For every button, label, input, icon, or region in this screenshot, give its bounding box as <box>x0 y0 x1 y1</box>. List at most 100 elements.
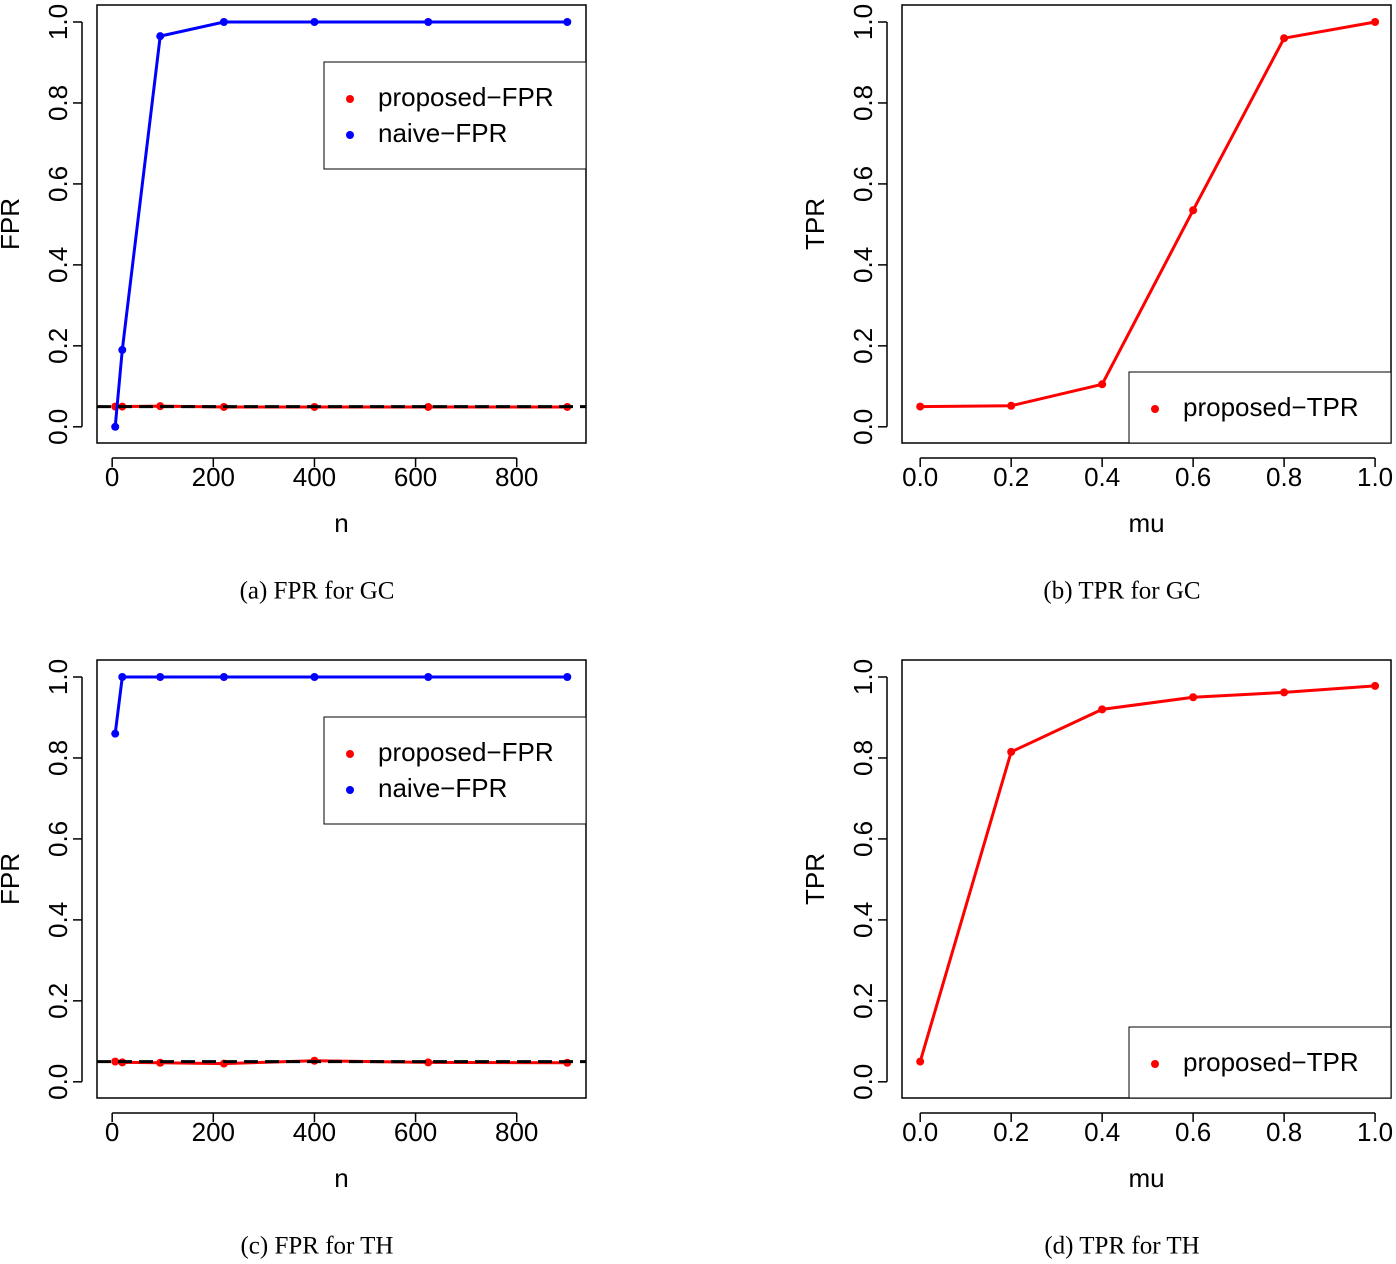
x-tick-label: 0.8 <box>1266 462 1302 492</box>
y-tick-label: 0.6 <box>848 821 878 857</box>
point <box>111 1057 120 1066</box>
caption: (a) FPR for GC <box>240 578 395 605</box>
point <box>219 673 228 682</box>
series-line <box>918 684 1376 1062</box>
panel: 0 200 400 600 800 0.0 0.2 0.4 0.6 0.8 1.0 n FPR (c) F… <box>0 659 587 1260</box>
point <box>1189 693 1198 702</box>
y-tick-label: 0.0 <box>43 409 73 445</box>
y-axis-label: TPR <box>800 853 830 905</box>
plot-frame <box>96 4 587 444</box>
point <box>310 673 319 682</box>
point <box>563 673 572 682</box>
legend-box <box>1128 1026 1392 1099</box>
x-tick-label: 0.8 <box>1266 1117 1302 1147</box>
point <box>424 1058 433 1067</box>
point <box>1280 688 1289 697</box>
legend-marker <box>346 131 354 139</box>
legend-marker <box>346 750 354 758</box>
y-tick-label: 0.6 <box>43 821 73 857</box>
point <box>424 673 433 682</box>
x-tick-label: 1.0 <box>1357 1117 1393 1147</box>
legend-box <box>323 61 587 170</box>
x-tick-label: 0.4 <box>1084 462 1120 492</box>
legend-box <box>1128 371 1392 444</box>
point <box>424 402 433 411</box>
point <box>111 729 120 738</box>
x-tick-label: 0.6 <box>1175 1117 1211 1147</box>
x-tick-label: 0.2 <box>993 1117 1029 1147</box>
point <box>156 32 165 41</box>
caption: (c) FPR for TH <box>240 1233 393 1260</box>
point <box>1098 380 1107 389</box>
legend-marker <box>346 95 354 103</box>
point <box>424 18 433 27</box>
legend-label: proposed−TPR <box>1183 392 1359 422</box>
caption: (d) TPR for TH <box>1044 1233 1199 1260</box>
y-tick-label: 0.4 <box>43 902 73 938</box>
legend-label: proposed−FPR <box>378 737 554 767</box>
y-tick-label: 1.0 <box>848 4 878 40</box>
y-tick-label: 1.0 <box>43 4 73 40</box>
point <box>219 18 228 27</box>
y-tick-label: 0.4 <box>848 902 878 938</box>
x-axis-label: mu <box>1128 1163 1164 1193</box>
legend-label: proposed−TPR <box>1183 1047 1359 1077</box>
x-axis-label: n <box>334 1163 348 1193</box>
legend-label: naive−FPR <box>378 118 507 148</box>
legend-marker <box>1151 405 1159 413</box>
y-tick-label: 0.8 <box>848 85 878 121</box>
point <box>1098 705 1107 714</box>
y-tick-label: 0.8 <box>43 740 73 776</box>
panel: 0.0 0.2 0.4 0.6 0.8 1.0 0.0 0.2 0.4 0.6 0.8 1.0 mu TP… <box>800 4 1393 605</box>
y-tick-label: 0.0 <box>43 1064 73 1100</box>
x-tick-label: 800 <box>495 1117 538 1147</box>
y-tick-label: 0.8 <box>848 740 878 776</box>
point <box>1189 206 1198 215</box>
y-axis-label: FPR <box>0 853 25 905</box>
legend-label: proposed−FPR <box>378 82 554 112</box>
y-tick-label: 1.0 <box>848 659 878 695</box>
y-tick-label: 0.2 <box>848 328 878 364</box>
x-tick-label: 0 <box>105 462 119 492</box>
panel: 0.0 0.2 0.4 0.6 0.8 1.0 0.0 0.2 0.4 0.6 0.8 1.0 mu TP… <box>800 659 1393 1260</box>
legend-box <box>323 716 587 825</box>
legend-marker <box>1151 1060 1159 1068</box>
x-axis-label: n <box>334 508 348 538</box>
y-tick-label: 0.0 <box>848 1064 878 1100</box>
legend-marker <box>346 786 354 794</box>
point <box>563 18 572 27</box>
point <box>1007 747 1016 756</box>
y-tick-label: 0.4 <box>43 247 73 283</box>
point <box>111 422 120 431</box>
y-tick-label: 0.2 <box>43 983 73 1019</box>
point <box>1280 34 1289 43</box>
y-axis-label: TPR <box>800 198 830 250</box>
x-tick-label: 600 <box>394 1117 437 1147</box>
x-tick-label: 0.0 <box>902 462 938 492</box>
y-tick-label: 0.8 <box>43 85 73 121</box>
y-tick-label: 0.6 <box>43 166 73 202</box>
legend-label: naive−FPR <box>378 773 507 803</box>
x-tick-label: 0.6 <box>1175 462 1211 492</box>
y-tick-label: 1.0 <box>43 659 73 695</box>
x-tick-label: 0.4 <box>1084 1117 1120 1147</box>
point <box>310 18 319 27</box>
x-axis-label: mu <box>1128 508 1164 538</box>
y-axis-label: FPR <box>0 198 25 250</box>
x-tick-label: 0.0 <box>902 1117 938 1147</box>
x-tick-label: 1.0 <box>1357 462 1393 492</box>
y-tick-label: 0.2 <box>848 983 878 1019</box>
x-tick-label: 400 <box>293 1117 336 1147</box>
y-tick-label: 0.4 <box>848 247 878 283</box>
point <box>118 345 127 354</box>
point <box>1007 401 1016 410</box>
x-tick-label: 200 <box>192 1117 235 1147</box>
series-line <box>920 20 1376 409</box>
point <box>118 673 127 682</box>
y-tick-label: 0.2 <box>43 328 73 364</box>
caption: (b) TPR for GC <box>1043 578 1200 605</box>
x-tick-label: 0 <box>105 1117 119 1147</box>
plot-frame <box>96 659 587 1099</box>
point <box>1371 681 1380 690</box>
